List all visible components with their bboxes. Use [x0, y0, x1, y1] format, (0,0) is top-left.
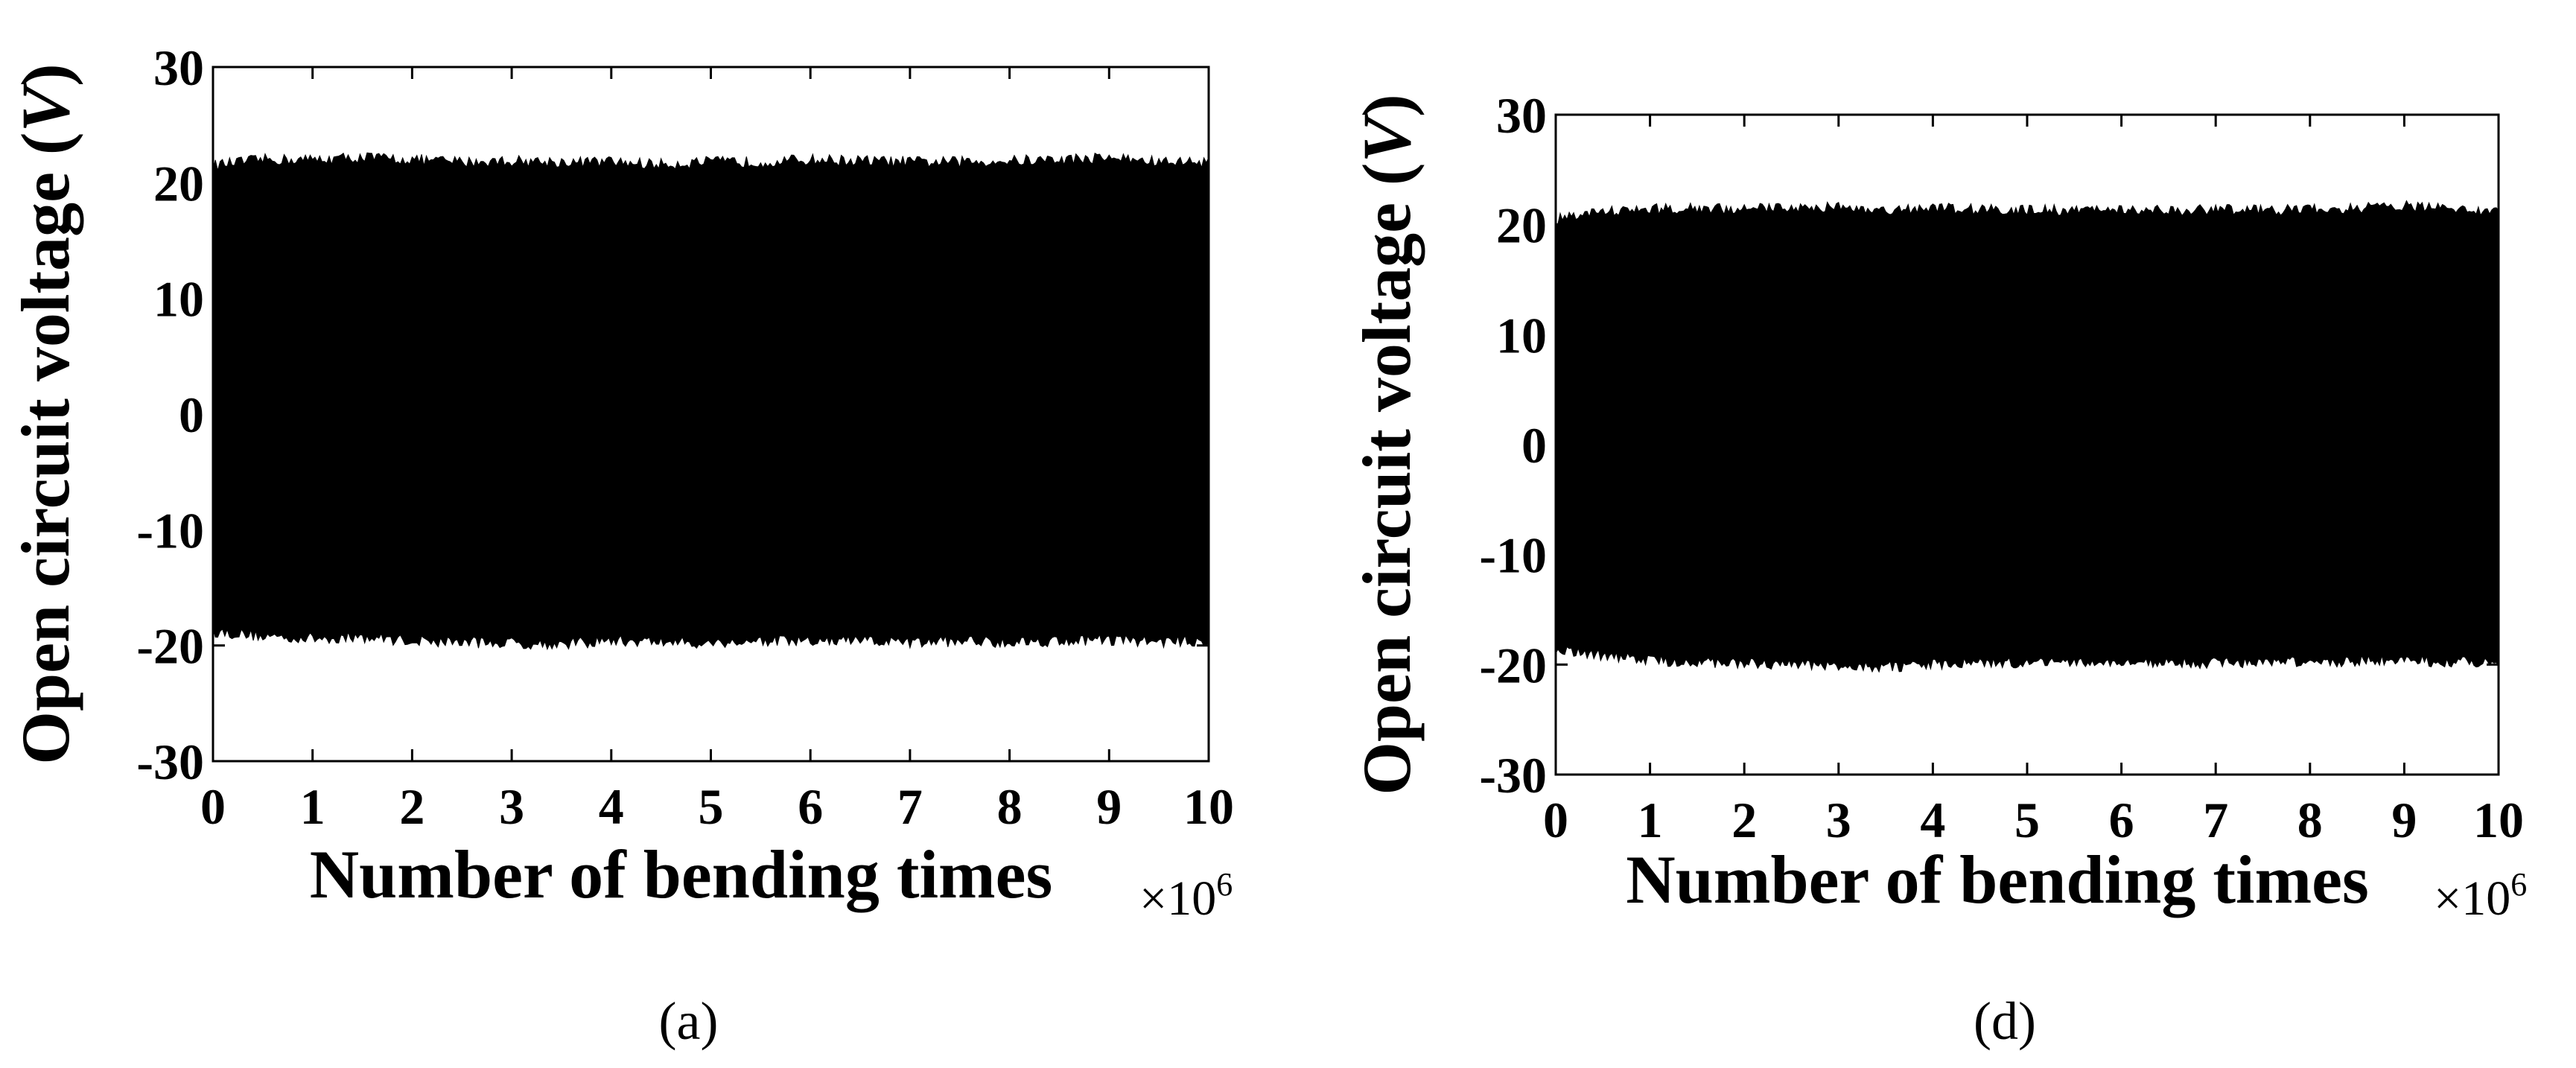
x-axis-title: Number of bending times	[1626, 842, 2369, 918]
y-tick-label: 30	[1496, 87, 1547, 144]
x-tick-label: 3	[499, 778, 524, 835]
y-tick-label: 0	[179, 387, 204, 443]
x-tick-label: 9	[1096, 778, 1122, 835]
x-tick-label: 8	[2297, 792, 2323, 848]
x-tick-label: 5	[2014, 792, 2040, 848]
x-tick-label: 5	[699, 778, 724, 835]
y-tick-label: 0	[1521, 417, 1547, 474]
x-tick-label: 1	[1638, 792, 1663, 848]
y-tick-label: -20	[136, 618, 204, 675]
x-axis-multiplier: ×106	[1139, 866, 1233, 926]
multiplier-base: ×10	[1139, 871, 1216, 926]
chart-panel-a: 0 1 2 3 4 5 6 7 8 9 10 30 20 10 0 -10 -20 -30 Number of be…	[7, 39, 1234, 1051]
x-axis-multiplier: ×106	[2434, 866, 2527, 926]
x-tick-label: 0	[1543, 792, 1568, 848]
y-axis-unit: V	[7, 81, 83, 132]
x-tick-label: 2	[399, 778, 424, 835]
y-tick-label: 10	[153, 271, 204, 328]
panel-label: (d)	[1974, 991, 2036, 1051]
y-tick-label: 20	[153, 155, 204, 212]
x-tick-label: 1	[300, 778, 325, 835]
x-tick-label: 0	[200, 778, 226, 835]
y-axis-title-text: Open circuit voltage (	[1349, 162, 1425, 795]
x-tick-label: 4	[599, 778, 624, 835]
x-tick-label: 8	[997, 778, 1023, 835]
chart-panel-d: 0 1 2 3 4 5 6 7 8 9 10 30 20 10 0 -10 -20 -30 Number of be…	[1349, 87, 2527, 1051]
y-axis-title: Open circuit voltage (V)	[1349, 94, 1425, 795]
x-tick-label: 4	[1920, 792, 1945, 848]
x-tick-label: 6	[2109, 792, 2134, 848]
y-axis-title-close: )	[1349, 94, 1425, 117]
y-tick-label: -20	[1479, 637, 1547, 693]
y-tick-label: -30	[136, 734, 204, 790]
y-tick-label: 30	[153, 39, 204, 96]
x-tick-label: 3	[1826, 792, 1851, 848]
x-tick-label: 7	[897, 778, 923, 835]
y-tick-label: 20	[1496, 197, 1547, 254]
multiplier-exponent: 6	[2510, 866, 2527, 903]
voltage-signal-band	[212, 152, 1209, 651]
multiplier-exponent: 6	[1216, 866, 1233, 903]
y-tick-label: -10	[1479, 527, 1547, 584]
y-tick-label: -10	[136, 502, 204, 559]
y-axis-title-text: Open circuit voltage (	[7, 132, 83, 764]
x-tick-label: 2	[1731, 792, 1757, 848]
panel-label: (a)	[659, 991, 719, 1051]
x-axis-title: Number of bending times	[310, 836, 1053, 912]
x-tick-label: 9	[2391, 792, 2417, 848]
x-tick-label: 10	[2473, 792, 2524, 848]
x-tick-label: 7	[2203, 792, 2228, 848]
x-tick-label: 10	[1183, 778, 1234, 835]
y-axis-unit: V	[1349, 112, 1425, 162]
multiplier-base: ×10	[2434, 871, 2510, 926]
voltage-signal-band	[1555, 200, 2499, 673]
x-tick-label: 6	[798, 778, 823, 835]
y-tick-label: -30	[1479, 747, 1547, 804]
y-axis-title-close: )	[7, 63, 83, 86]
y-tick-label: 10	[1496, 307, 1547, 363]
y-axis-title: Open circuit voltage (V)	[7, 63, 83, 764]
